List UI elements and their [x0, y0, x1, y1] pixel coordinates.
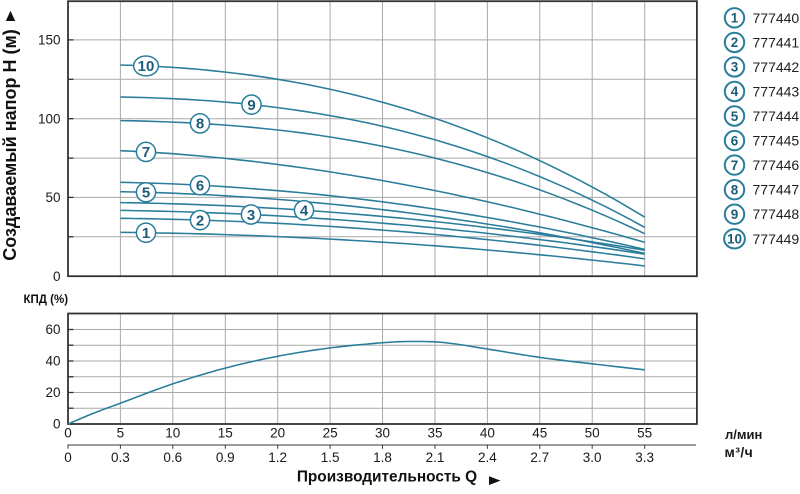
svg-text:777449: 777449 [753, 231, 800, 247]
svg-text:0: 0 [64, 450, 72, 465]
svg-text:4: 4 [731, 84, 739, 99]
svg-text:6: 6 [196, 178, 204, 195]
svg-text:м³/ч: м³/ч [725, 444, 754, 460]
svg-text:777448: 777448 [753, 206, 800, 222]
svg-text:20: 20 [45, 385, 60, 400]
svg-text:7: 7 [142, 144, 150, 161]
svg-text:777441: 777441 [753, 34, 800, 50]
svg-text:35: 35 [427, 426, 442, 441]
svg-text:150: 150 [38, 33, 61, 48]
svg-text:0.6: 0.6 [163, 450, 182, 465]
svg-text:25: 25 [323, 426, 338, 441]
svg-text:7: 7 [731, 158, 739, 173]
svg-text:3.0: 3.0 [583, 450, 602, 465]
svg-text:15: 15 [218, 426, 233, 441]
svg-text:9: 9 [247, 97, 255, 114]
svg-text:5: 5 [117, 426, 125, 441]
svg-text:45: 45 [532, 426, 547, 441]
svg-text:Производительность Q: Производительность Q [297, 469, 477, 486]
svg-text:777446: 777446 [753, 157, 800, 173]
svg-text:8: 8 [196, 116, 204, 133]
svg-text:2.4: 2.4 [478, 450, 497, 465]
svg-text:2: 2 [731, 35, 739, 50]
svg-text:777445: 777445 [753, 133, 800, 149]
svg-text:9: 9 [731, 207, 739, 222]
svg-text:4: 4 [300, 203, 309, 220]
svg-text:2.1: 2.1 [426, 450, 445, 465]
svg-text:Создаваемый напор H (м): Создаваемый напор H (м) [0, 29, 20, 261]
svg-text:1.8: 1.8 [373, 450, 392, 465]
svg-text:6: 6 [731, 133, 739, 148]
svg-text:8: 8 [731, 183, 739, 198]
svg-text:40: 40 [480, 426, 495, 441]
svg-text:2.7: 2.7 [530, 450, 549, 465]
svg-text:30: 30 [375, 426, 390, 441]
svg-text:0: 0 [64, 426, 72, 441]
svg-text:3.3: 3.3 [635, 450, 654, 465]
svg-text:10: 10 [727, 232, 742, 247]
svg-text:1: 1 [142, 225, 150, 242]
svg-text:777443: 777443 [753, 84, 800, 100]
svg-text:2: 2 [196, 212, 204, 229]
svg-text:КПД (%): КПД (%) [24, 294, 69, 306]
svg-text:20: 20 [270, 426, 285, 441]
svg-text:1.5: 1.5 [321, 450, 340, 465]
svg-text:50: 50 [45, 190, 60, 205]
svg-text:777440: 777440 [753, 10, 800, 26]
svg-text:777442: 777442 [753, 59, 800, 75]
svg-text:50: 50 [585, 426, 600, 441]
svg-text:0.3: 0.3 [111, 450, 130, 465]
svg-text:5: 5 [731, 109, 739, 124]
svg-text:0: 0 [53, 417, 61, 432]
svg-text:10: 10 [138, 58, 155, 75]
svg-text:3: 3 [731, 60, 739, 75]
svg-text:100: 100 [38, 111, 61, 126]
svg-text:л/мин: л/мин [725, 427, 762, 442]
svg-text:5: 5 [142, 185, 150, 202]
svg-text:777444: 777444 [753, 108, 800, 124]
svg-text:1.2: 1.2 [268, 450, 287, 465]
svg-text:777447: 777447 [753, 182, 800, 198]
svg-text:3: 3 [247, 207, 255, 224]
svg-text:55: 55 [637, 426, 652, 441]
svg-text:60: 60 [45, 322, 60, 337]
svg-text:0.9: 0.9 [216, 450, 235, 465]
svg-text:1: 1 [731, 11, 739, 26]
svg-text:40: 40 [45, 354, 60, 369]
svg-text:10: 10 [165, 426, 180, 441]
svg-text:0: 0 [53, 269, 61, 284]
